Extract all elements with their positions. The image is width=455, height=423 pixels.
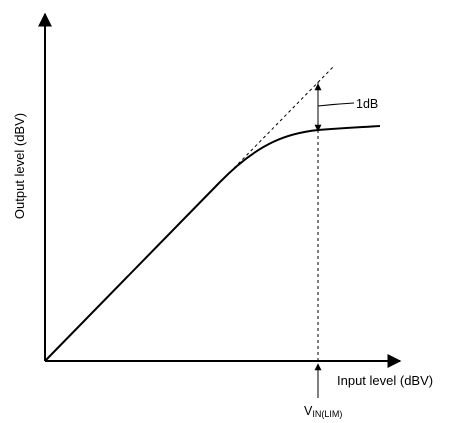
vin-lim-label-main: V (304, 404, 313, 418)
vin-lim-label-subscript: IN(LIM) (312, 409, 342, 419)
y-axis-label: Output level (dBV) (12, 113, 27, 219)
vin-lim-label: VIN(LIM) (304, 404, 342, 419)
compression-label: 1dB (356, 97, 378, 111)
x-axis-label: Input level (dBV) (337, 373, 433, 388)
compression-leader-line (317, 102, 355, 107)
output-curve (44, 125, 381, 362)
